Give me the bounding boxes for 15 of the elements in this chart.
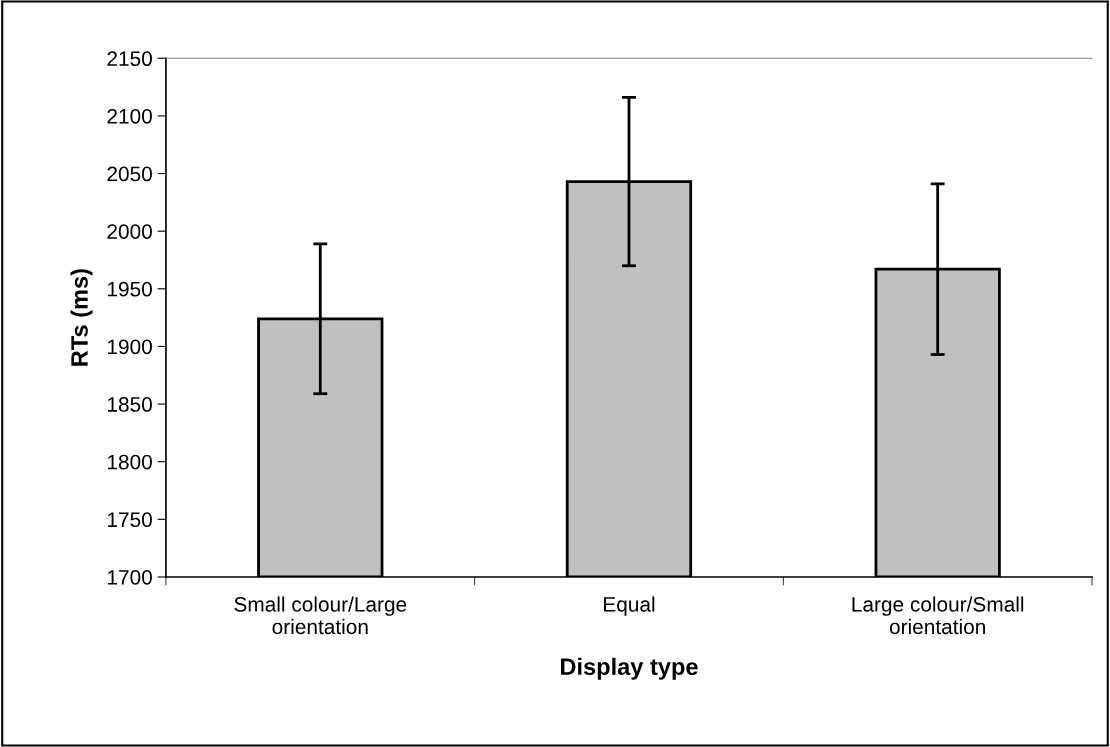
y-tick-label: 1700	[108, 569, 152, 585]
y-tick-label: 1850	[108, 397, 152, 412]
x-tick-label: Large colour/Small orientation	[852, 596, 1024, 635]
y-tick-label: 1950	[108, 281, 152, 297]
x-axis-title: Display type	[561, 657, 698, 680]
y-axis-title: RTs (ms)	[70, 269, 93, 366]
y-tick-label: 2100	[107, 108, 152, 124]
y-tick-label: 1800	[108, 454, 152, 470]
y-tick-label: 2000	[107, 224, 152, 239]
y-tick-label: 2050	[107, 166, 152, 182]
x-tick-label: Small colour/Large orientation	[234, 596, 407, 635]
y-tick-label: 1750	[108, 512, 152, 528]
x-tick-label: Equal	[604, 596, 655, 616]
y-tick-label: 2150	[107, 51, 152, 67]
y-tick-label: 1900	[108, 339, 152, 355]
